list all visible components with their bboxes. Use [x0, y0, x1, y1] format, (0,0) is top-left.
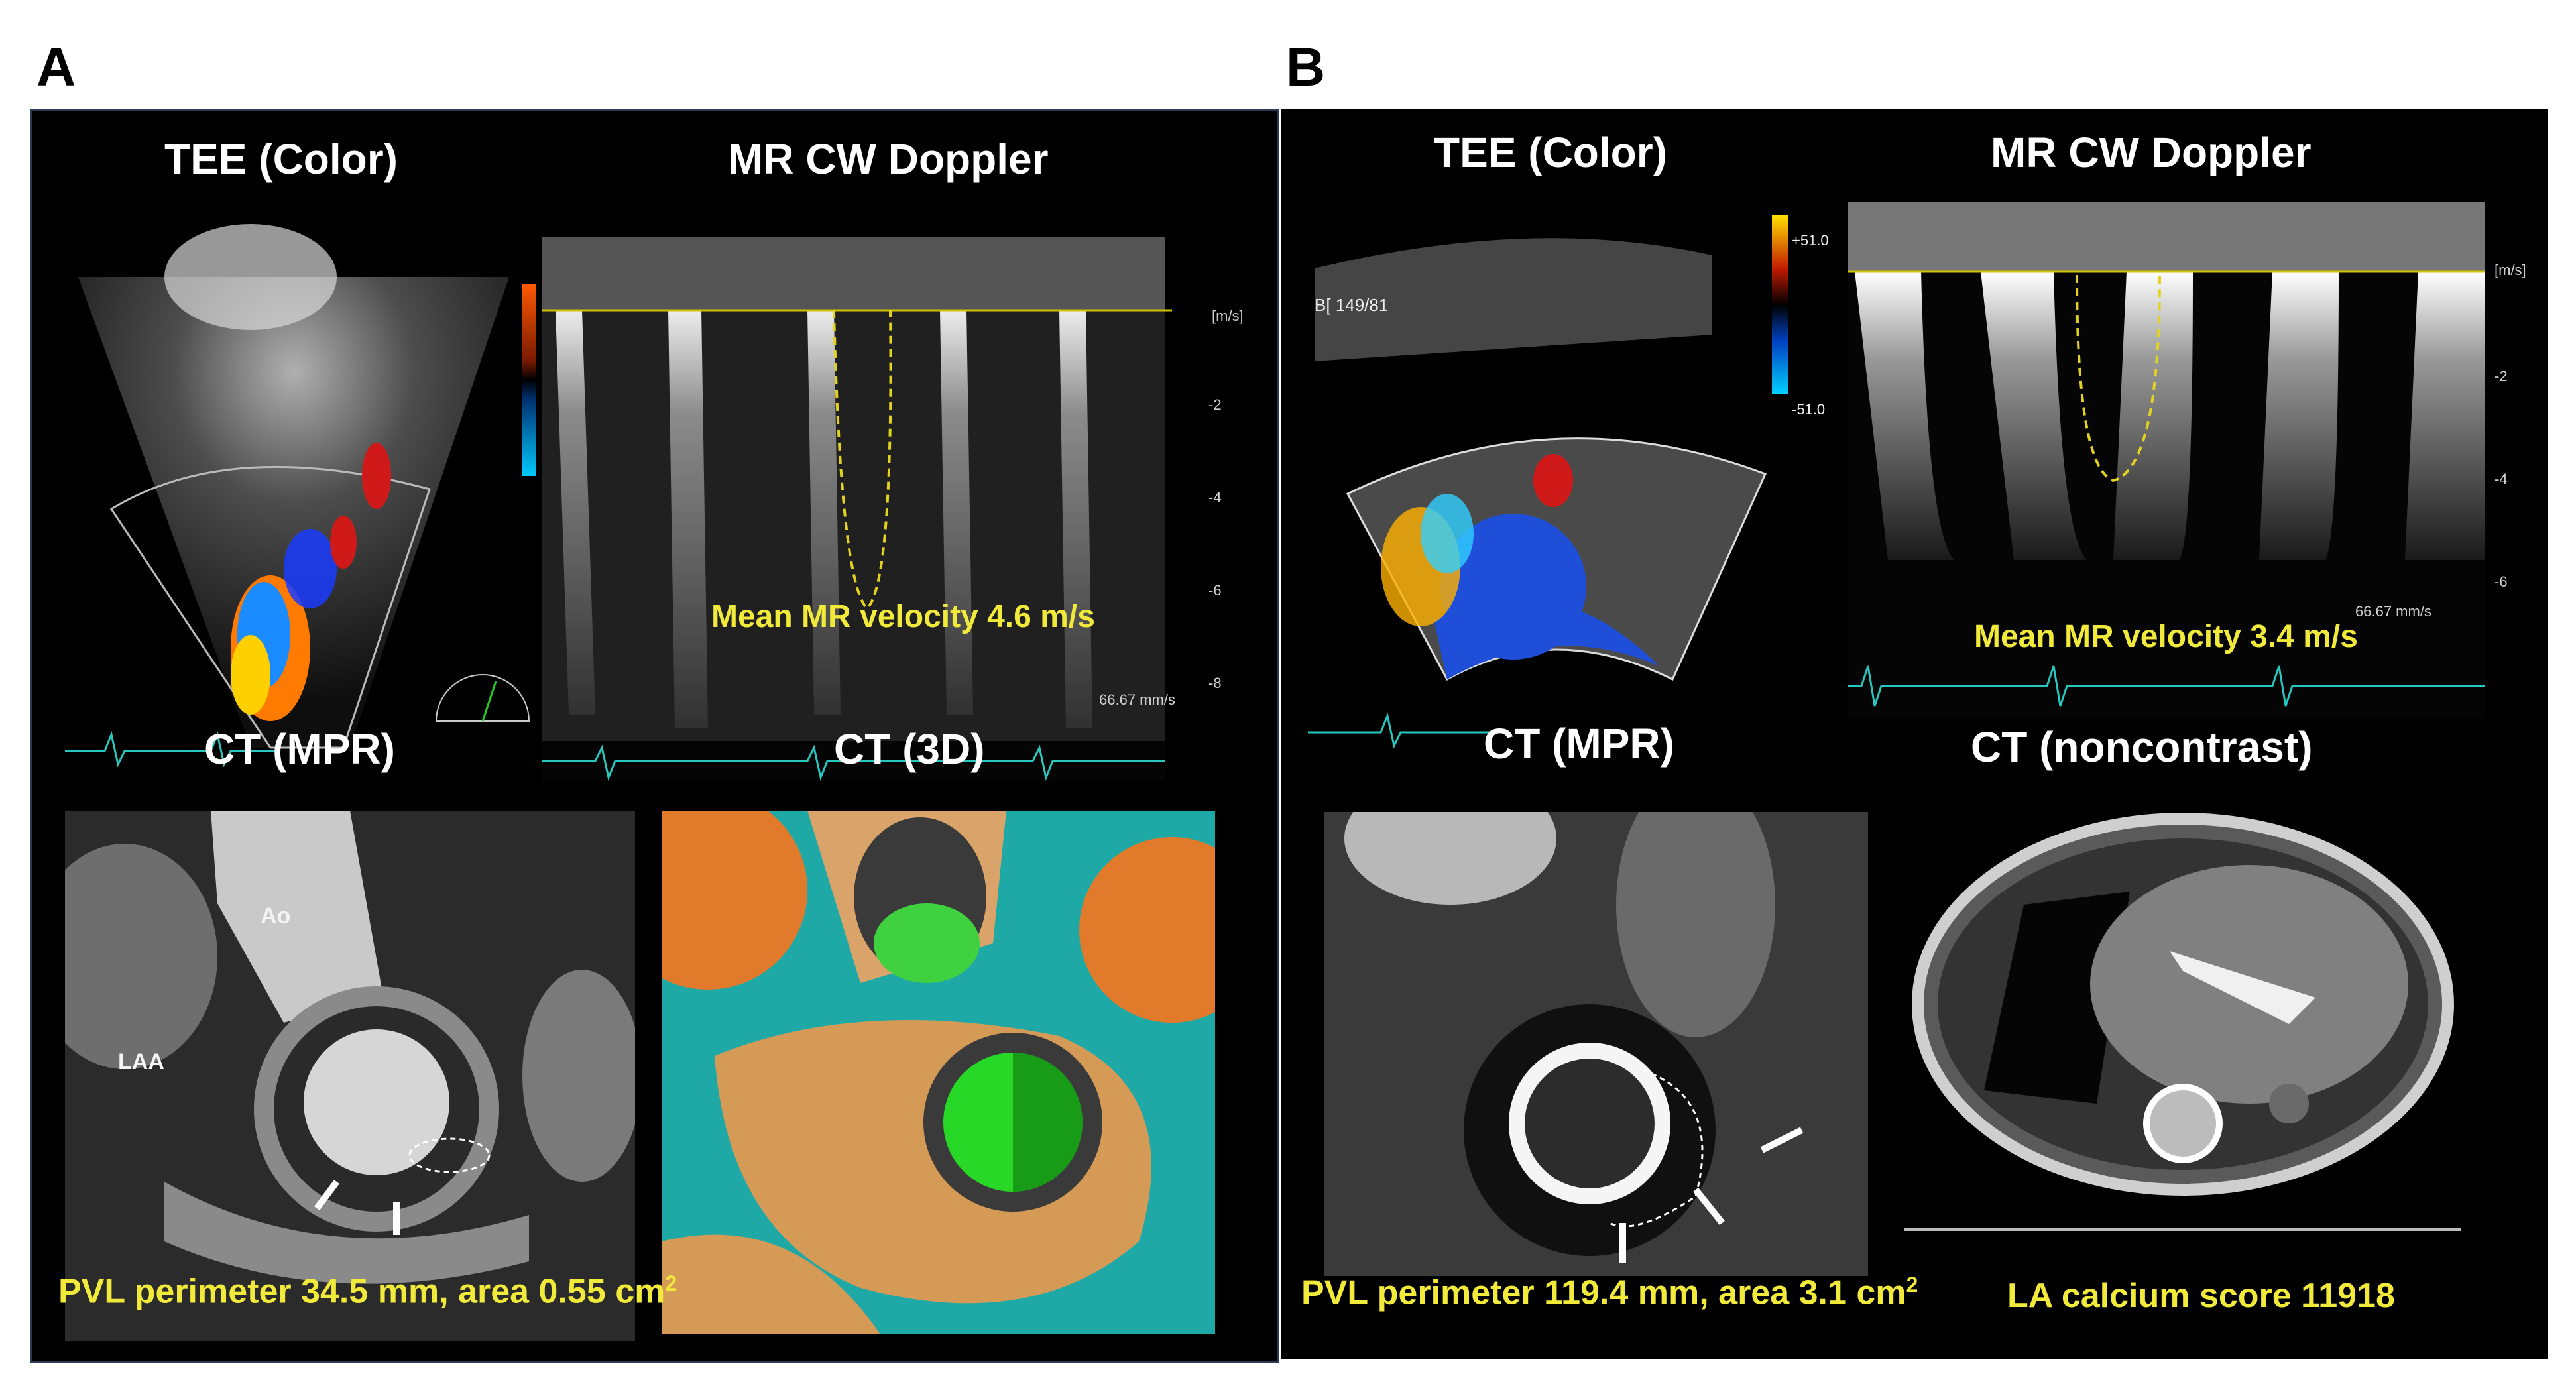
doppler-spectrum-a	[542, 237, 1172, 781]
doppler-spectrum-b	[1848, 202, 2485, 719]
doppler-scale-unit-a: [m/s]	[1212, 308, 1244, 324]
panel-a: TEE (Color) MR CW Doppler	[30, 109, 1279, 1363]
mean-velocity-b: Mean MR velocity 3.4 m/s	[1974, 619, 2358, 654]
tee-color-title-b: TEE (Color)	[1434, 129, 1667, 176]
doppler-tick-a-1: -2	[1208, 396, 1222, 413]
ct-label-ao: Ao	[261, 903, 291, 929]
doppler-speed-a: 66.67 mm/s	[1099, 691, 1175, 708]
doppler-speed-b: 66.67 mm/s	[2355, 603, 2431, 620]
mr-cw-doppler-title-b: MR CW Doppler	[1991, 129, 2312, 176]
pvl-measurement-b: PVL perimeter 119.4 mm, area 3.1 cm2	[1301, 1273, 1918, 1312]
tee-color-image-b	[1301, 189, 1818, 759]
ct-noncontrast-title: CT (noncontrast)	[1971, 723, 2313, 771]
ct-3d-image	[662, 811, 1215, 1334]
ct-mpr-title-a: CT (MPR)	[204, 725, 395, 773]
panel-letter-b: B	[1286, 37, 1326, 97]
tee-angle-readout: B[ 149/81	[1315, 295, 1389, 315]
doppler-tick-a-2: -4	[1208, 489, 1222, 506]
doppler-tick-b-2: -4	[2494, 471, 2508, 487]
doppler-tick-a-3: -6	[1208, 582, 1222, 599]
pvl-measurement-a: PVL perimeter 34.5 mm, area 0.55 cm2	[58, 1271, 677, 1311]
color-scale-top-b: +51.0	[1792, 232, 1829, 249]
tee-ecg-trace	[65, 730, 277, 768]
doppler-scale-unit-b: [m/s]	[2494, 262, 2526, 278]
ct-mpr-image-a	[65, 811, 635, 1341]
ct-label-laa: LAA	[118, 1049, 164, 1074]
tee-color-title: TEE (Color)	[164, 135, 398, 183]
color-scale-bottom-b: -51.0	[1792, 401, 1826, 418]
ct-mpr-title-b: CT (MPR)	[1484, 720, 1674, 768]
doppler-tick-b-3: -6	[2494, 573, 2508, 590]
mr-cw-doppler-title: MR CW Doppler	[728, 135, 1049, 183]
la-calcium-score: LA calcium score 11918	[2007, 1277, 2395, 1315]
mean-velocity-a: Mean MR velocity 4.6 m/s	[711, 599, 1095, 634]
ct-noncontrast-image	[1878, 812, 2488, 1263]
ct-3d-title: CT (3D)	[834, 725, 985, 773]
tee-color-image	[78, 224, 536, 749]
panel-letter-a: A	[36, 37, 76, 97]
doppler-tick-a-4: -8	[1208, 675, 1222, 691]
panel-b: TEE (Color) MR CW Doppler B[ 149/81 +51.…	[1281, 109, 2548, 1359]
ct-mpr-image-b	[1324, 812, 1868, 1276]
doppler-tick-b-1: -2	[2494, 368, 2508, 384]
